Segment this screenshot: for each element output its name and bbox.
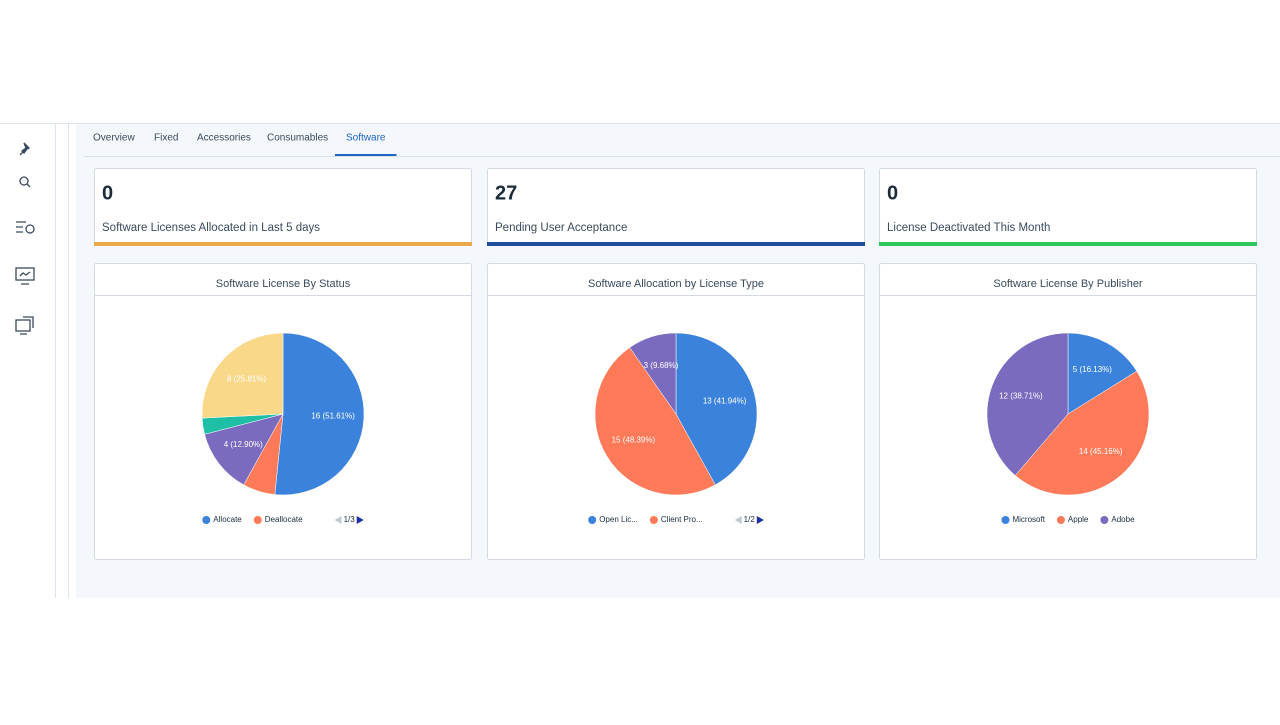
tab[interactable]: Accessories [197, 133, 251, 144]
search-icon[interactable] [26, 183, 31, 188]
slice-label: 13 (41.94%) [703, 397, 747, 406]
legend: Allocate Deallocate 1/3 [202, 515, 364, 524]
chart-title: Software License By Status [216, 278, 351, 290]
kpi-label: Pending User Acceptance [495, 222, 627, 234]
tab[interactable]: Consumables [267, 133, 328, 144]
sidebar-icons[interactable] [15, 142, 35, 335]
legend-label[interactable]: Client Pro... [661, 515, 703, 524]
history-icon[interactable] [25, 224, 35, 234]
devices-icon[interactable] [20, 316, 34, 335]
legend: Open Lic... Client Pro... 1/2 [588, 515, 764, 524]
kpi-label: License Deactivated This Month [887, 222, 1050, 234]
devices-icon[interactable] [15, 319, 31, 332]
pie-slice [274, 332, 365, 496]
legend-marker [202, 516, 211, 524]
active-tab-underline [335, 154, 397, 156]
search-icon[interactable] [19, 176, 29, 186]
pie-slice [1014, 370, 1150, 496]
history-icon[interactable] [16, 221, 26, 233]
kpi-accent [94, 242, 472, 246]
legend-marker [1056, 516, 1065, 524]
slice-label: 16 (51.61%) [311, 412, 355, 421]
pie-slice [594, 347, 716, 496]
monitor-icon[interactable] [19, 271, 31, 285]
tab[interactable]: Fixed [154, 133, 178, 144]
slice-label: 15 (48.39%) [612, 436, 656, 445]
kpi-value: 27 [495, 182, 517, 204]
legend-page: 1/3 [344, 515, 356, 524]
kpi-accent [879, 242, 1257, 246]
slice-label: 3 (9.68%) [644, 361, 679, 370]
legend-marker [1100, 516, 1109, 524]
legend-prev[interactable] [334, 516, 342, 524]
tab[interactable]: Software [346, 133, 386, 144]
kpi-accent [487, 242, 865, 246]
chart-title: Software License By Publisher [993, 278, 1143, 290]
legend-next[interactable] [356, 516, 364, 524]
kpi-value: 0 [102, 182, 113, 204]
legend-marker [1001, 516, 1010, 524]
slice-label: 5 (16.13%) [1073, 365, 1112, 374]
kpi-value: 0 [887, 182, 898, 204]
chart-title: Software Allocation by License Type [588, 278, 764, 290]
legend-prev[interactable] [734, 516, 742, 524]
legend-marker [649, 516, 658, 524]
legend-label[interactable]: Open Lic... [599, 515, 638, 524]
slice-label: 4 (12.90%) [224, 440, 263, 449]
legend-label[interactable]: Adobe [1111, 515, 1135, 524]
pie-slice [204, 413, 284, 486]
legend-label[interactable]: Allocate [213, 515, 242, 524]
slice-label: 12 (38.71%) [999, 392, 1043, 401]
slice-label: 8 (25.81%) [227, 375, 266, 384]
pin-icon[interactable] [19, 142, 31, 156]
pie-slice [629, 332, 677, 415]
monitor-icon[interactable] [15, 267, 35, 281]
kpi-label: Software Licenses Allocated in Last 5 da… [102, 222, 320, 234]
legend: Microsoft Apple Adobe [1001, 515, 1135, 524]
legend-label[interactable]: Apple [1068, 515, 1089, 524]
legend-marker [253, 516, 262, 524]
pie-slice [201, 332, 284, 419]
legend-next[interactable] [756, 516, 764, 524]
legend-marker [588, 516, 597, 524]
pie-slice [1067, 332, 1138, 415]
legend-label[interactable]: Microsoft [1012, 515, 1045, 524]
legend-label[interactable]: Deallocate [265, 515, 303, 524]
pie-slice [986, 332, 1069, 476]
pie-slice [675, 332, 758, 486]
legend-page: 1/2 [744, 515, 756, 524]
tab[interactable]: Overview [93, 133, 135, 144]
slice-label: 14 (45.16%) [1079, 447, 1123, 456]
